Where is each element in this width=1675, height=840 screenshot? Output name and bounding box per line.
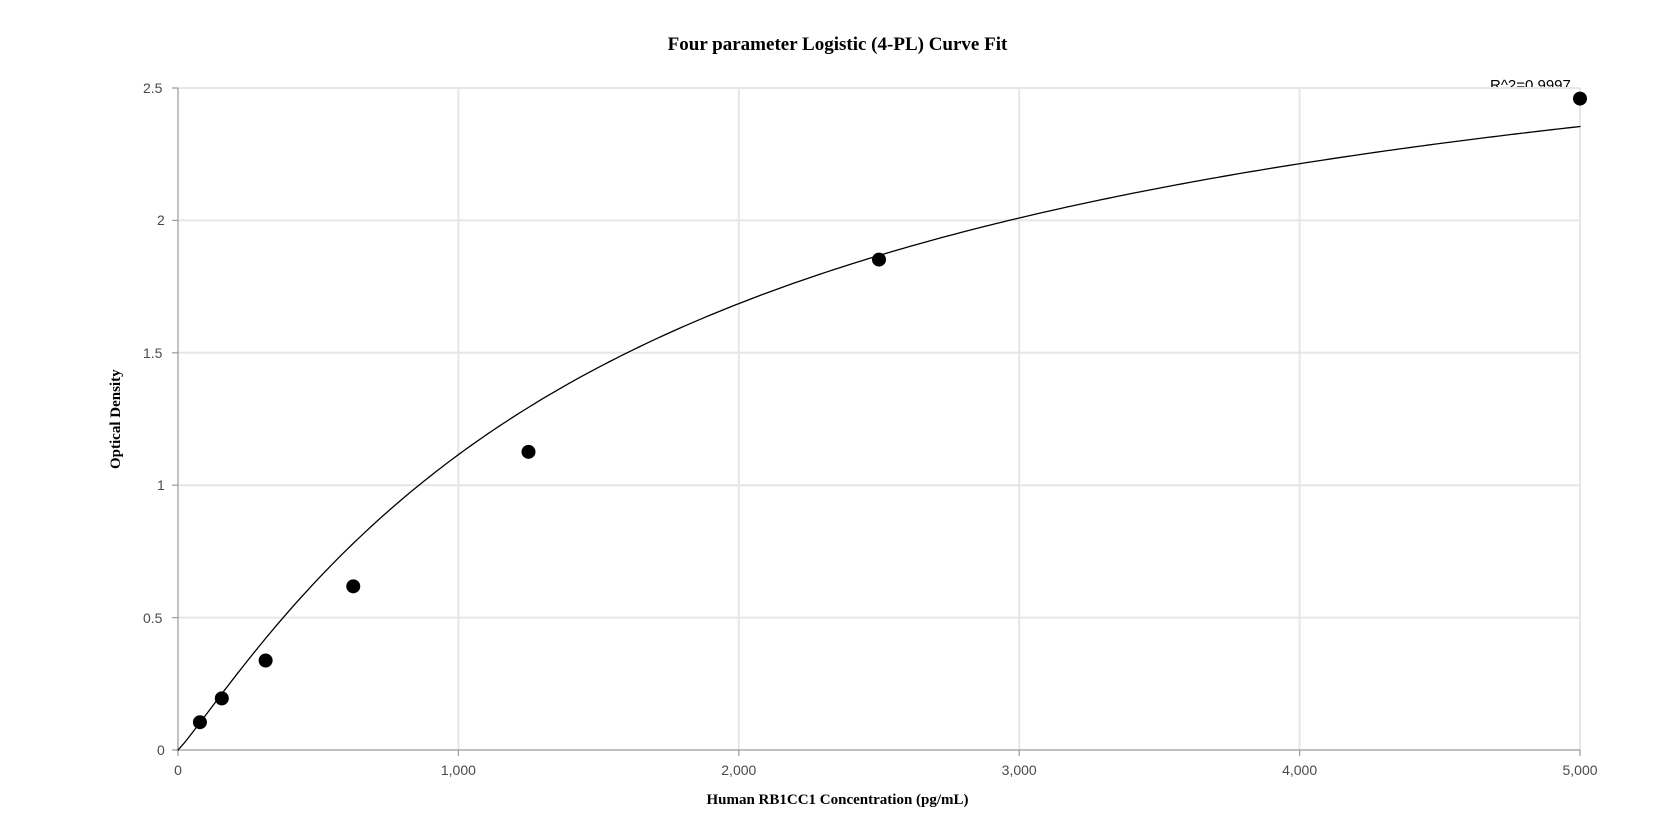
x-tick-label: 4,000: [1282, 762, 1317, 778]
chart-container: Four parameter Logistic (4-PL) Curve Fit…: [0, 0, 1675, 840]
y-tick-label: 0.5: [143, 610, 162, 626]
data-point: [873, 253, 886, 266]
data-point: [522, 445, 535, 458]
y-tick-label: 1.5: [143, 345, 162, 361]
x-tick-label: 2,000: [721, 762, 756, 778]
y-tick-label: 2.5: [143, 80, 162, 96]
y-tick-label: 2: [157, 212, 165, 228]
y-tick-label: 0: [157, 742, 165, 758]
x-tick-label: 1,000: [441, 762, 476, 778]
data-point: [259, 654, 272, 667]
plot-background: [178, 88, 1580, 750]
x-tick-label: 3,000: [1002, 762, 1037, 778]
data-point: [215, 692, 228, 705]
chart-svg: [0, 0, 1675, 840]
x-tick-label: 5,000: [1562, 762, 1597, 778]
data-point: [347, 580, 360, 593]
y-tick-label: 1: [157, 477, 165, 493]
data-point: [1574, 92, 1587, 105]
data-point: [193, 716, 206, 729]
x-tick-label: 0: [174, 762, 182, 778]
